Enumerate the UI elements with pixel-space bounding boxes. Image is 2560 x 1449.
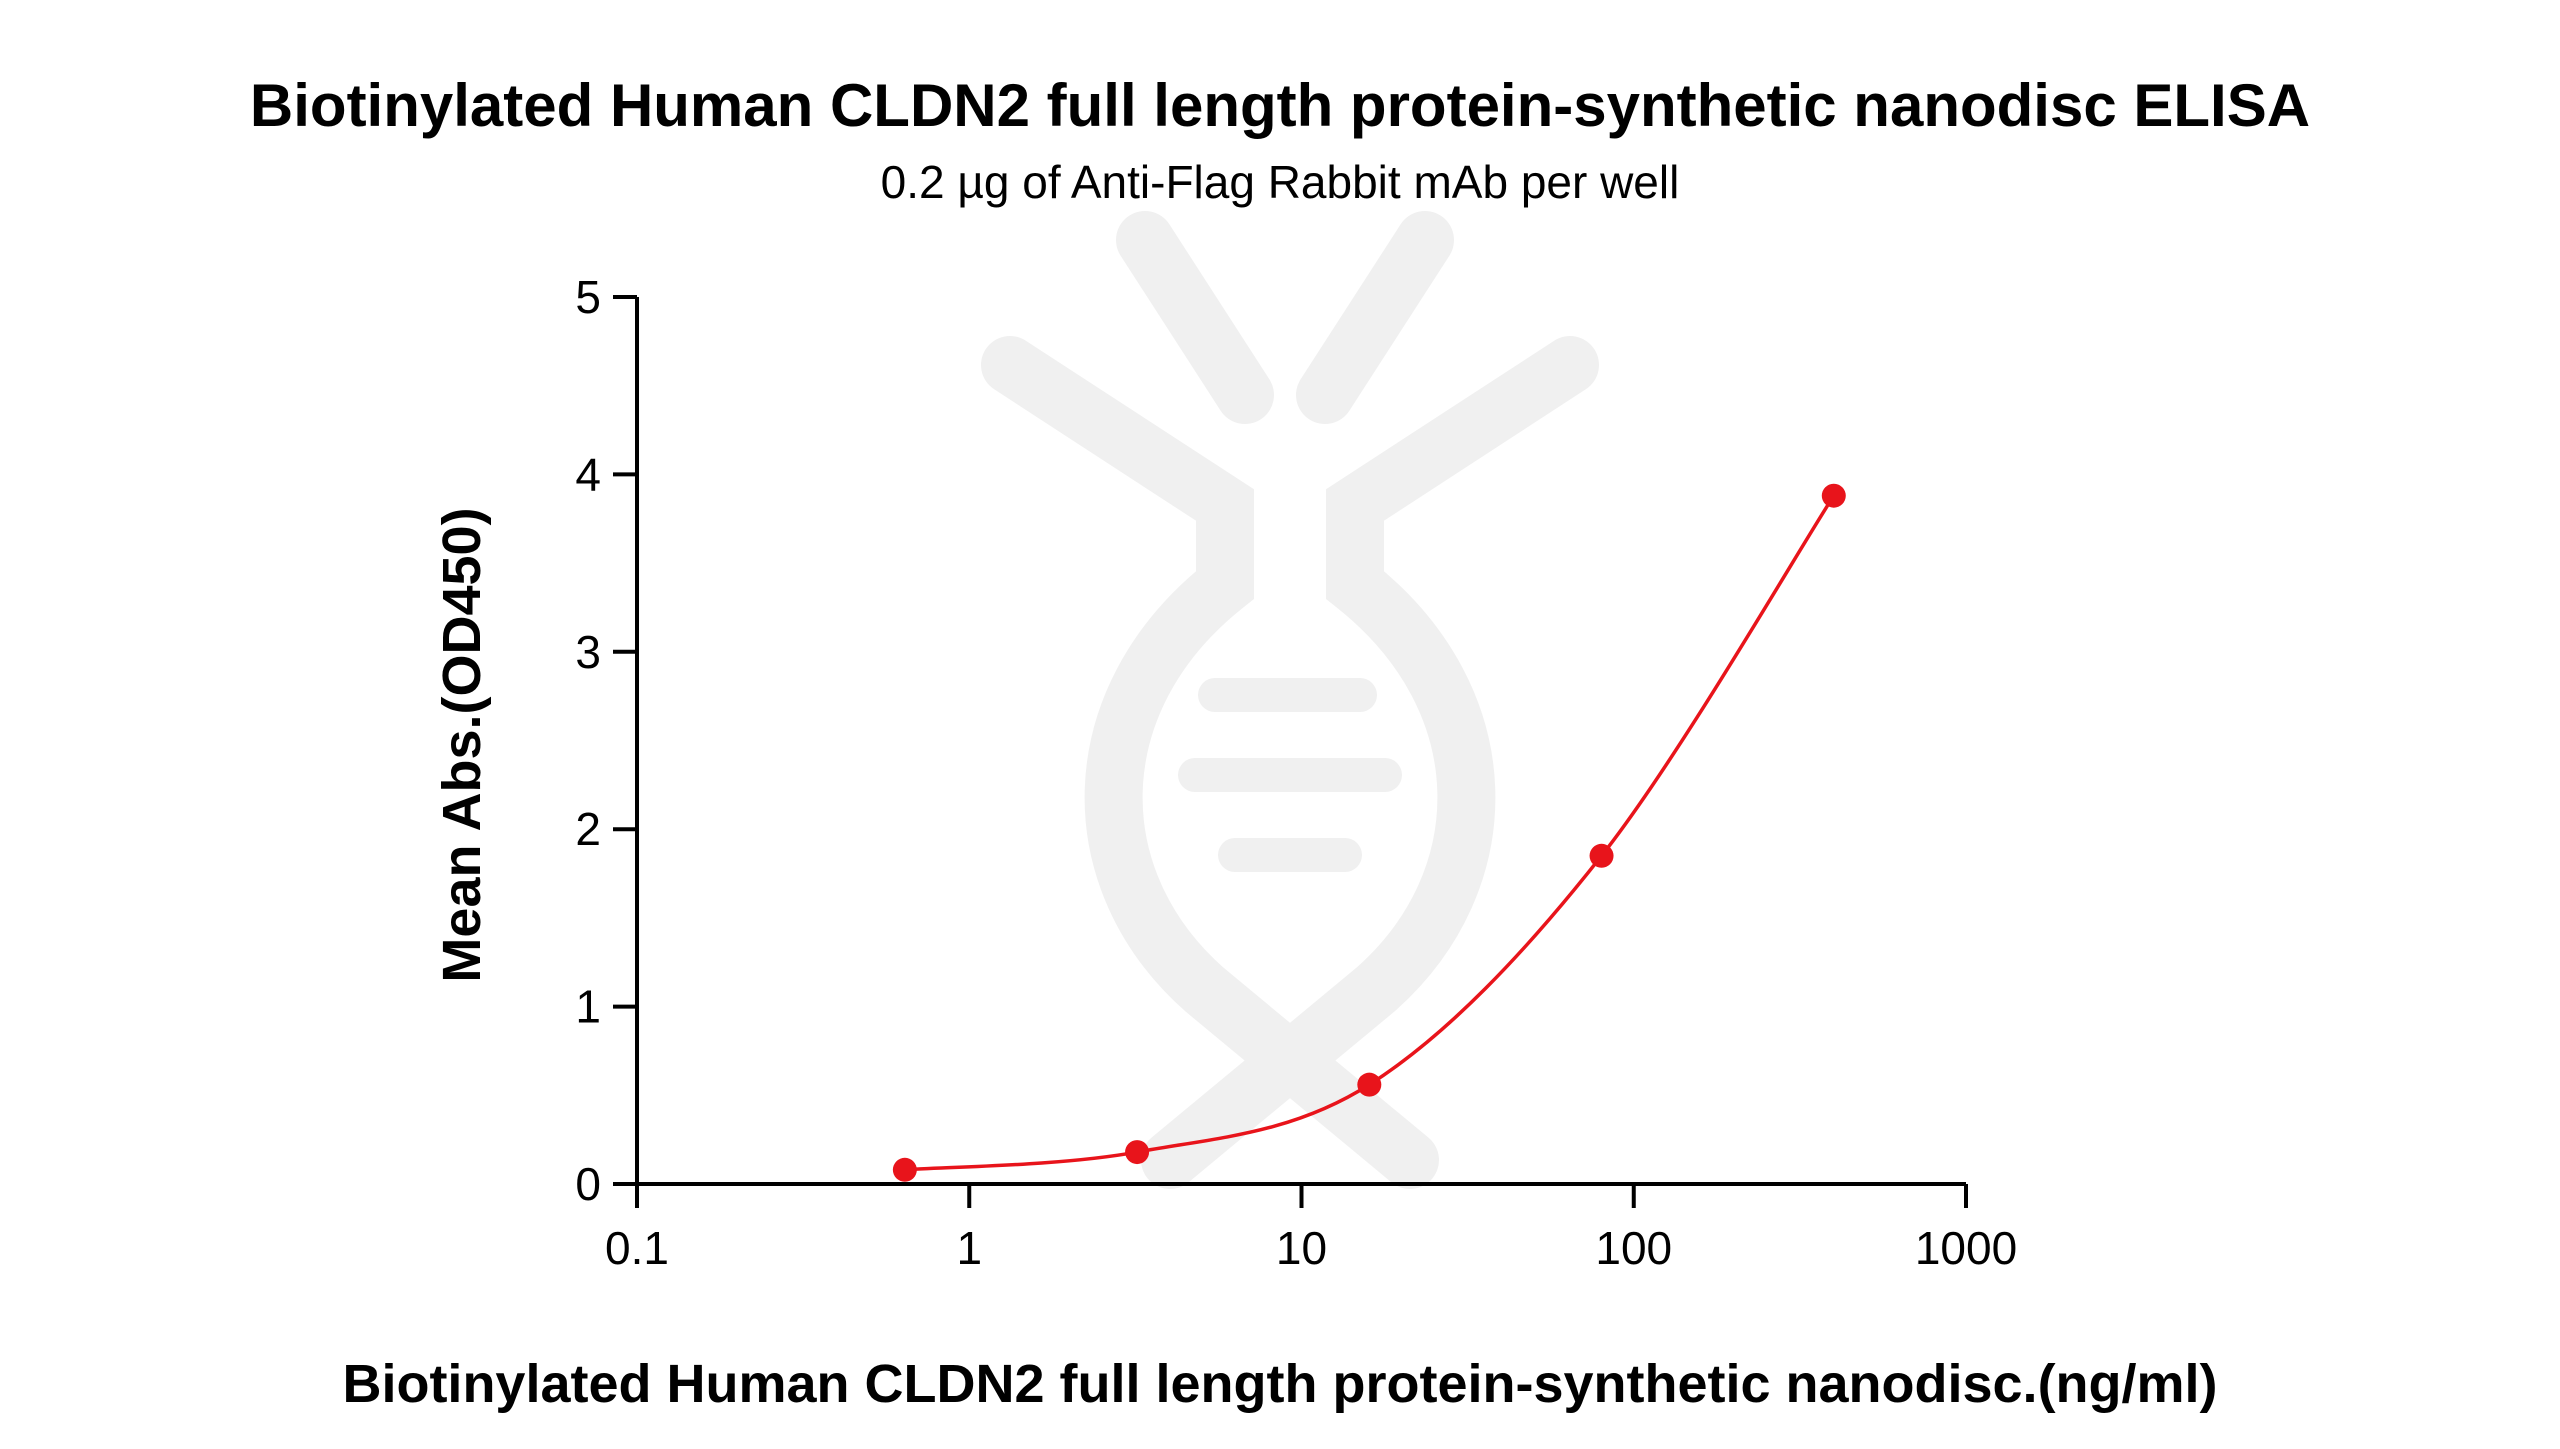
y-tick-label: 5 (575, 271, 601, 323)
x-tick-label: 0.1 (605, 1222, 669, 1274)
data-point (1357, 1072, 1382, 1097)
y-tick-label: 0 (575, 1158, 601, 1210)
x-tick-label: 1 (956, 1222, 982, 1274)
data-point (892, 1157, 917, 1182)
x-axis-label: Biotinylated Human CLDN2 full length pro… (342, 1354, 2217, 1414)
series-line (904, 494, 1836, 1172)
y-tick-label: 2 (575, 803, 601, 855)
chart-subtitle: 0.2 µg of Anti-Flag Rabbit mAb per well (881, 156, 1680, 208)
series-group (892, 483, 1846, 1182)
x-axis-ticks: 0.1 1 10 100 1000 (605, 1184, 2017, 1274)
y-axis-ticks: 0 1 2 3 4 5 (575, 271, 637, 1210)
y-tick-label: 3 (575, 626, 601, 678)
x-tick-label: 100 (1595, 1222, 1672, 1274)
data-point (1589, 843, 1614, 868)
chart-title: Biotinylated Human CLDN2 full length pro… (250, 72, 2310, 139)
x-tick-label: 10 (1276, 1222, 1327, 1274)
y-axis-label: Mean Abs.(OD450) (432, 507, 492, 982)
y-tick-label: 4 (575, 448, 601, 500)
data-point (1821, 483, 1846, 508)
watermark-logo (981, 211, 1599, 1189)
x-tick-label: 1000 (1915, 1222, 2017, 1274)
data-point (1125, 1140, 1150, 1165)
y-tick-label: 1 (575, 981, 601, 1033)
